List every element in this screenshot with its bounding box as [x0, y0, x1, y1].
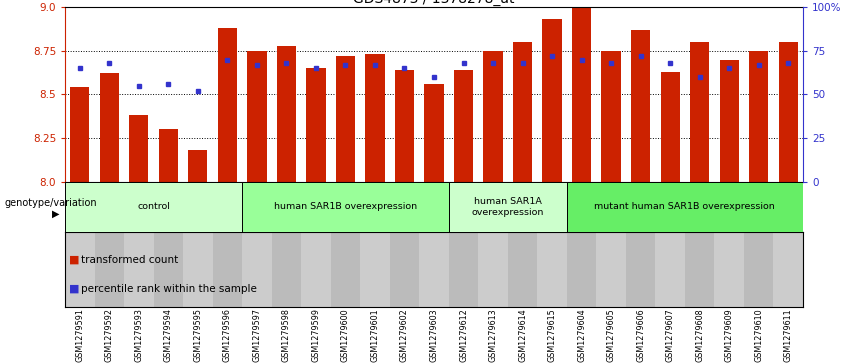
Bar — [749, 51, 768, 182]
Bar — [306, 68, 326, 182]
Bar — [188, 150, 207, 182]
Text: transformed count: transformed count — [81, 254, 178, 265]
Text: control: control — [137, 203, 170, 211]
Bar — [449, 182, 567, 232]
Bar — [129, 115, 148, 182]
Bar — [542, 20, 562, 182]
Text: genotype/variation: genotype/variation — [4, 198, 97, 208]
Bar — [690, 42, 709, 182]
Bar — [95, 232, 124, 307]
Bar — [567, 232, 596, 307]
Bar — [218, 28, 237, 182]
Bar — [390, 232, 419, 307]
Text: human SAR1B overexpression: human SAR1B overexpression — [274, 203, 417, 211]
Bar — [773, 232, 803, 307]
Bar — [272, 232, 301, 307]
Bar — [508, 232, 537, 307]
Bar — [159, 129, 178, 182]
Bar — [277, 46, 296, 182]
Bar — [449, 232, 478, 307]
Bar — [65, 232, 95, 307]
Bar — [395, 70, 414, 182]
Text: human SAR1A
overexpression: human SAR1A overexpression — [471, 197, 544, 217]
Bar — [183, 232, 213, 307]
Bar — [424, 84, 444, 182]
Bar — [247, 51, 266, 182]
Bar — [537, 232, 567, 307]
Bar — [242, 182, 449, 232]
Bar — [626, 232, 655, 307]
Bar — [685, 232, 714, 307]
Bar — [301, 232, 331, 307]
Bar — [478, 232, 508, 307]
Bar — [567, 182, 803, 232]
Bar — [744, 232, 773, 307]
Bar — [365, 54, 385, 182]
Bar — [213, 232, 242, 307]
Text: percentile rank within the sample: percentile rank within the sample — [81, 284, 257, 294]
Text: ■: ■ — [69, 284, 80, 294]
Bar — [124, 232, 154, 307]
Text: ▶: ▶ — [52, 209, 60, 219]
Bar — [242, 232, 272, 307]
Bar — [454, 70, 473, 182]
Bar — [596, 232, 626, 307]
Bar — [419, 232, 449, 307]
Text: mutant human SAR1B overexpression: mutant human SAR1B overexpression — [595, 203, 775, 211]
Bar — [154, 232, 183, 307]
Bar — [779, 42, 798, 182]
Bar — [65, 182, 242, 232]
Bar — [602, 51, 621, 182]
Bar — [336, 56, 355, 182]
Bar — [714, 232, 744, 307]
Title: GDS4873 / 1378278_at: GDS4873 / 1378278_at — [353, 0, 515, 6]
Text: ■: ■ — [69, 254, 80, 265]
Bar — [655, 232, 685, 307]
Bar — [661, 72, 680, 182]
Bar — [572, 7, 591, 181]
Bar — [360, 232, 390, 307]
Bar — [513, 42, 532, 182]
Bar — [720, 60, 739, 182]
Bar — [100, 73, 119, 182]
Bar — [483, 51, 503, 182]
Bar — [70, 87, 89, 182]
Bar — [631, 30, 650, 181]
Bar — [331, 232, 360, 307]
